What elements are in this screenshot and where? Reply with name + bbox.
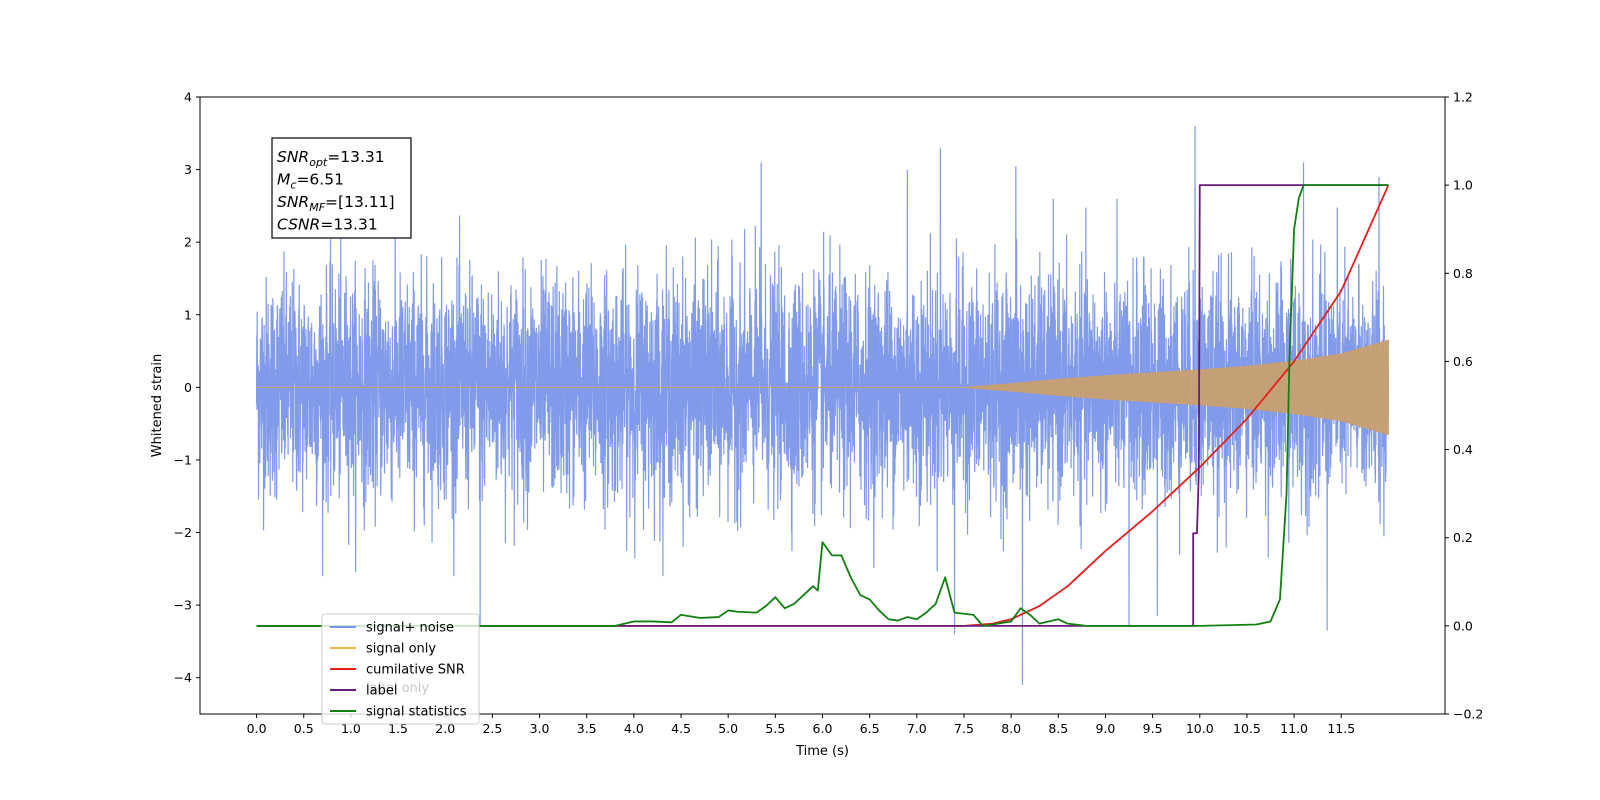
x-tick-label: 10.0 <box>1186 721 1214 736</box>
x-tick-label: 6.0 <box>813 721 833 736</box>
annotation-line: CSNR=13.31 <box>277 216 378 234</box>
y2-tick-label: 0.8 <box>1453 266 1473 281</box>
x-tick-label: 5.0 <box>718 721 738 736</box>
y2-tick-label: 0.6 <box>1453 354 1473 369</box>
axes: 0.0 0.5 1.0 1.5 2.0 2.5 3.0 3.5 4.0 4.5 5.0 5.5 6.0 6… <box>150 90 1483 760</box>
annotation-line: SNRMF=[13.11] <box>277 193 395 214</box>
legend-label: cumilative SNR <box>366 663 465 678</box>
annotation-box <box>271 137 412 239</box>
y-axis-label: Whitened strain <box>150 354 165 457</box>
y-tick-label: 3 <box>184 162 192 177</box>
y2-tick-label: 0.2 <box>1453 530 1473 545</box>
x-tick-label: 10.5 <box>1233 721 1261 736</box>
x-tick-label: 0.0 <box>247 721 267 736</box>
y2-tick-label: 1.0 <box>1453 178 1473 193</box>
x-tick-label: 8.5 <box>1048 721 1068 736</box>
y-tick-label: 0 <box>184 380 192 395</box>
y-tick-label: 1 <box>184 307 192 322</box>
x-tick-label: 5.5 <box>765 721 785 736</box>
legend: label only signal+ noise signal only cumila… <box>321 613 480 725</box>
legend-label: signal statistics <box>366 705 467 720</box>
x-tick-label: 1.5 <box>388 721 408 736</box>
series-signal-statistics <box>256 184 1389 627</box>
x-tick-label: 9.0 <box>1096 721 1116 736</box>
y-tick-label: 4 <box>184 90 192 105</box>
x-tick-label: 3.0 <box>530 721 550 736</box>
x-tick-label: 0.5 <box>294 721 314 736</box>
x-tick-label: 6.5 <box>860 721 880 736</box>
x-tick-label: 9.5 <box>1143 721 1163 736</box>
y2-tick-label: 0.0 <box>1453 618 1473 633</box>
y2-tick-label: 0.4 <box>1453 442 1473 457</box>
y-tick-label: −2 <box>174 525 192 540</box>
y-tick-label: −3 <box>174 598 192 613</box>
x-tick-label: 8.0 <box>1001 721 1021 736</box>
x-tick-label: 11.5 <box>1327 721 1355 736</box>
x-tick-label: 2.5 <box>482 721 502 736</box>
legend-label: signal only <box>366 642 436 657</box>
x-tick-label: 4.5 <box>671 721 691 736</box>
legend-label: label <box>366 684 397 699</box>
x-tick-label: 3.5 <box>577 721 597 736</box>
legend-ghost-text: label only <box>366 681 429 696</box>
x-tick-label: 4.0 <box>624 721 644 736</box>
x-tick-label: 7.0 <box>907 721 927 736</box>
y2-tick-label: 1.2 <box>1453 90 1473 105</box>
x-tick-label: 7.5 <box>954 721 974 736</box>
series-signal-only <box>256 339 1389 436</box>
y2-tick-label: −0.2 <box>1453 707 1483 722</box>
x-tick-label: 2.0 <box>435 721 455 736</box>
annotation-line: Mc=6.51 <box>277 171 344 192</box>
legend-label: signal+ noise <box>366 621 454 636</box>
y-tick-label: −1 <box>174 452 192 467</box>
y-tick-label: 2 <box>184 235 192 250</box>
annotation-line: SNRopt=13.31 <box>277 148 385 169</box>
x-tick-label: 1.0 <box>341 721 361 736</box>
x-axis-label: Time (s) <box>795 744 849 759</box>
legend-box <box>321 613 480 725</box>
plot-area <box>255 126 1390 685</box>
x-tick-label: 11.0 <box>1280 721 1308 736</box>
y-tick-label: −4 <box>174 670 192 685</box>
